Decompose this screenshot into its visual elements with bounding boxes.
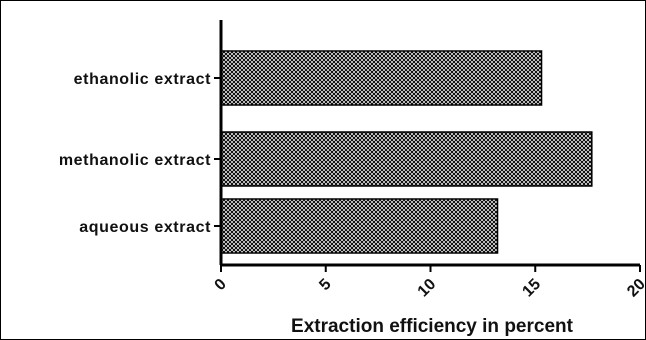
x-tick-label: 15 [519, 276, 544, 301]
category-label: ethanolic extract [74, 71, 211, 88]
category-label: methanolic extract [59, 152, 211, 169]
x-tick-label: 5 [316, 276, 334, 294]
bar-aqueous-extract [220, 198, 499, 254]
x-tick-label: 20 [624, 276, 646, 301]
bar-ethanolic-extract [220, 50, 543, 106]
bars-group [220, 50, 593, 254]
x-tick-label: 0 [212, 276, 230, 294]
x-axis-ticks: 0 5 10 15 20 [212, 265, 646, 300]
category-label: aqueous extract [79, 219, 211, 236]
x-axis-title: Extraction efficiency in percent [291, 316, 574, 337]
category-labels: ethanolic extract methanolic extract aqueo… [59, 71, 221, 236]
x-tick-label: 10 [415, 276, 440, 301]
bar-methanolic-extract [220, 131, 593, 187]
